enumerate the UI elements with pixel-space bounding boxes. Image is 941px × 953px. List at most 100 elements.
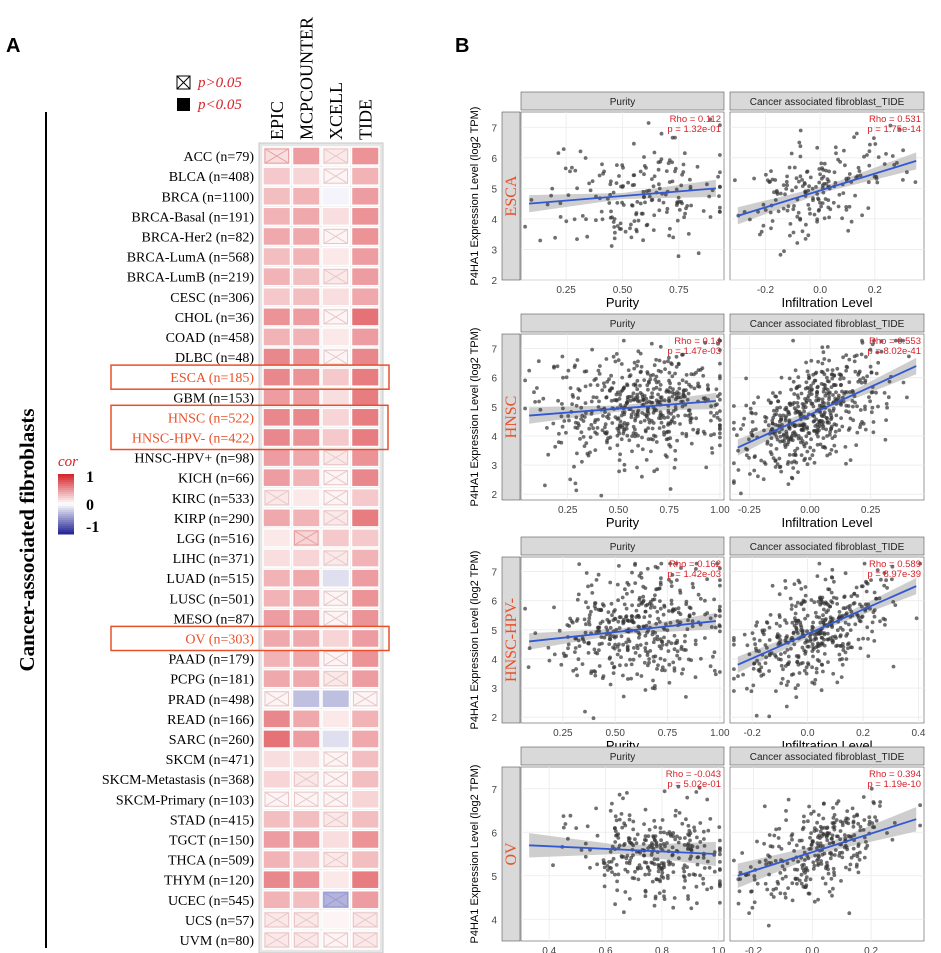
data-point xyxy=(867,815,872,820)
insignificant-cross xyxy=(323,148,348,164)
data-point xyxy=(741,423,746,427)
data-point xyxy=(643,200,647,205)
data-point xyxy=(825,368,830,372)
x-tick-label: 0.75 xyxy=(659,505,679,516)
data-point xyxy=(681,393,686,397)
heatmap-cell xyxy=(262,769,292,789)
data-point xyxy=(816,649,820,654)
data-point xyxy=(791,230,796,235)
data-point xyxy=(635,392,640,397)
data-point xyxy=(796,434,801,438)
data-point xyxy=(604,357,609,361)
data-point xyxy=(682,151,687,156)
data-point xyxy=(649,853,654,857)
rho-label: Rho = 0.553 xyxy=(869,336,921,347)
data-point xyxy=(817,833,822,838)
data-point xyxy=(847,380,852,385)
data-point xyxy=(620,825,625,830)
data-point xyxy=(659,157,664,162)
data-point xyxy=(644,641,649,646)
data-point xyxy=(607,642,612,646)
x-tick-label: 0.00 xyxy=(800,505,820,516)
heatmap-cell xyxy=(291,688,321,709)
data-point xyxy=(777,430,782,434)
data-point xyxy=(854,131,859,136)
data-point xyxy=(718,431,722,436)
data-point xyxy=(840,662,845,667)
data-point xyxy=(653,825,658,829)
colorbar-step xyxy=(58,526,74,529)
data-point xyxy=(659,838,663,843)
heatmap-cell xyxy=(291,548,321,568)
data-point xyxy=(826,205,831,210)
data-point xyxy=(570,620,575,625)
data-point xyxy=(825,838,830,843)
data-point xyxy=(689,372,694,377)
data-point xyxy=(642,418,647,423)
data-point xyxy=(834,449,839,454)
data-point xyxy=(612,236,617,241)
data-point xyxy=(686,823,691,828)
data-point xyxy=(828,452,832,456)
data-point xyxy=(717,825,722,829)
data-point xyxy=(770,427,775,431)
data-point xyxy=(835,643,840,648)
data-point xyxy=(867,822,872,827)
heatmap-cell xyxy=(291,568,321,588)
data-point xyxy=(831,840,836,845)
data-point xyxy=(745,686,749,691)
data-point xyxy=(593,606,598,611)
data-point xyxy=(698,873,702,878)
data-point xyxy=(627,817,632,822)
data-point xyxy=(861,376,866,380)
data-point xyxy=(626,677,630,681)
data-point xyxy=(601,858,606,863)
data-point xyxy=(816,196,820,201)
data-point xyxy=(822,401,826,405)
data-point xyxy=(861,795,866,799)
data-point xyxy=(759,229,764,234)
data-point xyxy=(718,566,722,571)
data-point xyxy=(609,209,613,214)
heatmap-cell xyxy=(350,769,380,789)
data-point xyxy=(803,237,808,241)
data-point xyxy=(690,581,695,586)
data-point xyxy=(587,613,592,617)
data-point xyxy=(608,625,613,630)
data-point xyxy=(810,186,815,191)
data-point xyxy=(671,409,676,413)
heatmap-cell xyxy=(262,869,292,890)
data-point xyxy=(654,842,659,847)
data-point xyxy=(792,582,797,586)
data-point xyxy=(858,850,862,855)
data-point xyxy=(867,149,872,154)
data-point xyxy=(632,646,636,650)
data-point xyxy=(701,209,706,213)
data-point xyxy=(671,831,676,835)
data-point xyxy=(605,379,610,384)
data-point xyxy=(890,577,894,582)
data-point xyxy=(591,716,596,721)
regression-line xyxy=(737,585,917,666)
data-point xyxy=(815,392,819,396)
heatmap-cell xyxy=(291,467,321,488)
data-point xyxy=(639,369,643,374)
heatmap-cell xyxy=(350,528,380,548)
data-point xyxy=(821,613,825,618)
data-point xyxy=(584,441,589,445)
data-point xyxy=(636,443,640,448)
rho-label: Rho = 0.394 xyxy=(869,769,921,780)
heatmap-cell xyxy=(350,588,380,609)
data-point xyxy=(825,387,830,392)
data-point xyxy=(696,592,701,597)
data-point xyxy=(570,393,575,397)
insignificant-box xyxy=(294,932,319,948)
data-point xyxy=(641,238,645,243)
data-point xyxy=(588,383,593,387)
data-point xyxy=(792,849,796,853)
data-point xyxy=(642,615,647,620)
data-point xyxy=(856,613,860,618)
data-point xyxy=(869,370,874,375)
data-point xyxy=(658,599,662,603)
